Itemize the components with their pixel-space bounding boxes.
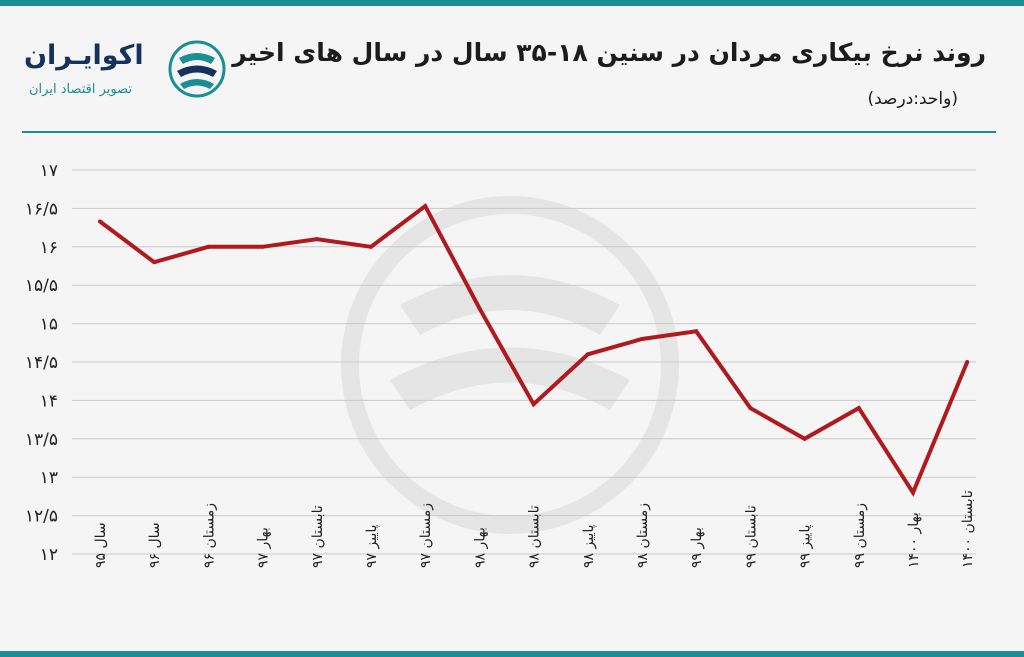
x-tick-label: بهار ۹۹ <box>689 527 705 568</box>
data-point <box>206 244 211 249</box>
y-tick-label: ۱۵/۵ <box>25 276 58 296</box>
chart-title: روند نرخ بیکاری مردان در سنین ۱۸-۳۵ سال … <box>232 38 986 67</box>
data-point <box>585 352 590 357</box>
data-point <box>98 219 102 224</box>
data-point <box>911 490 915 495</box>
y-tick-label: ۱۶/۵ <box>25 199 58 219</box>
x-tick-label: تابستان ۹۸ <box>527 505 543 568</box>
data-point <box>965 360 970 364</box>
brand-name: اکوایـران <box>24 40 144 71</box>
y-tick-label: ۱۵ <box>40 315 58 335</box>
data-point <box>748 406 753 411</box>
watermark-logo-icon <box>341 196 679 534</box>
data-point <box>856 406 861 411</box>
x-tick-label: زمستان ۹۹ <box>852 503 868 568</box>
x-tick-label: پاییز ۹۷ <box>364 524 380 568</box>
data-point <box>260 244 265 249</box>
data-point <box>477 306 482 311</box>
data-point <box>531 402 536 407</box>
x-tick-label: پاییز ۹۹ <box>798 524 814 568</box>
data-point <box>369 244 373 249</box>
x-tick-label: تابستان ۱۴۰۰ <box>960 490 976 568</box>
x-tick-label: سال ۹۵ <box>93 522 109 568</box>
y-tick-label: ۱۷ <box>40 161 58 181</box>
data-point <box>423 204 428 209</box>
data-point <box>640 336 644 341</box>
x-tick-label: تابستان ۹۹ <box>743 505 759 568</box>
x-tick-label: زمستان ۹۸ <box>635 503 651 568</box>
header-divider <box>22 131 996 133</box>
x-tick-label: سال ۹۶ <box>147 522 163 568</box>
y-tick-label: ۱۲/۵ <box>25 507 58 527</box>
ecoiran-logo-icon <box>168 40 226 98</box>
x-tick-label: بهار ۹۷ <box>256 527 272 568</box>
unit-label: (واحد:درصد) <box>867 89 959 109</box>
data-point <box>314 237 319 242</box>
x-tick-label: تابستان ۹۷ <box>310 505 326 568</box>
series-line <box>98 203 970 497</box>
y-tick-label: ۱۳/۵ <box>25 430 58 450</box>
y-tick-label: ۱۴ <box>40 391 58 411</box>
x-tick-label: زمستان ۹۷ <box>418 503 434 568</box>
bottom-accent-bar <box>0 651 1024 657</box>
x-tick-label: پاییز ۹۸ <box>581 524 597 568</box>
data-point <box>694 329 699 334</box>
y-tick-label: ۱۶ <box>40 238 58 258</box>
y-tick-label: ۱۲ <box>40 545 58 565</box>
data-point <box>152 260 157 265</box>
top-accent-bar <box>0 0 1024 6</box>
y-tick-label: ۱۳ <box>40 468 58 488</box>
line-chart: ۱۲ ۱۲/۵ ۱۳ ۱۳/۵ ۱۴ ۱۴/۵ ۱۵ ۱۵/۵ ۱۶ ۱۶/۵ ۱۷ سال ۹۵ س… <box>25 161 976 568</box>
x-tick-label: زمستان ۹۶ <box>201 503 217 568</box>
brand-tagline: تصویر اقتصاد ایران <box>29 82 132 97</box>
data-point <box>802 436 807 441</box>
x-tick-label: بهار ۹۸ <box>472 527 488 568</box>
y-tick-label: ۱۴/۵ <box>25 353 58 373</box>
x-tick-label: بهار ۱۴۰۰ <box>906 512 922 568</box>
